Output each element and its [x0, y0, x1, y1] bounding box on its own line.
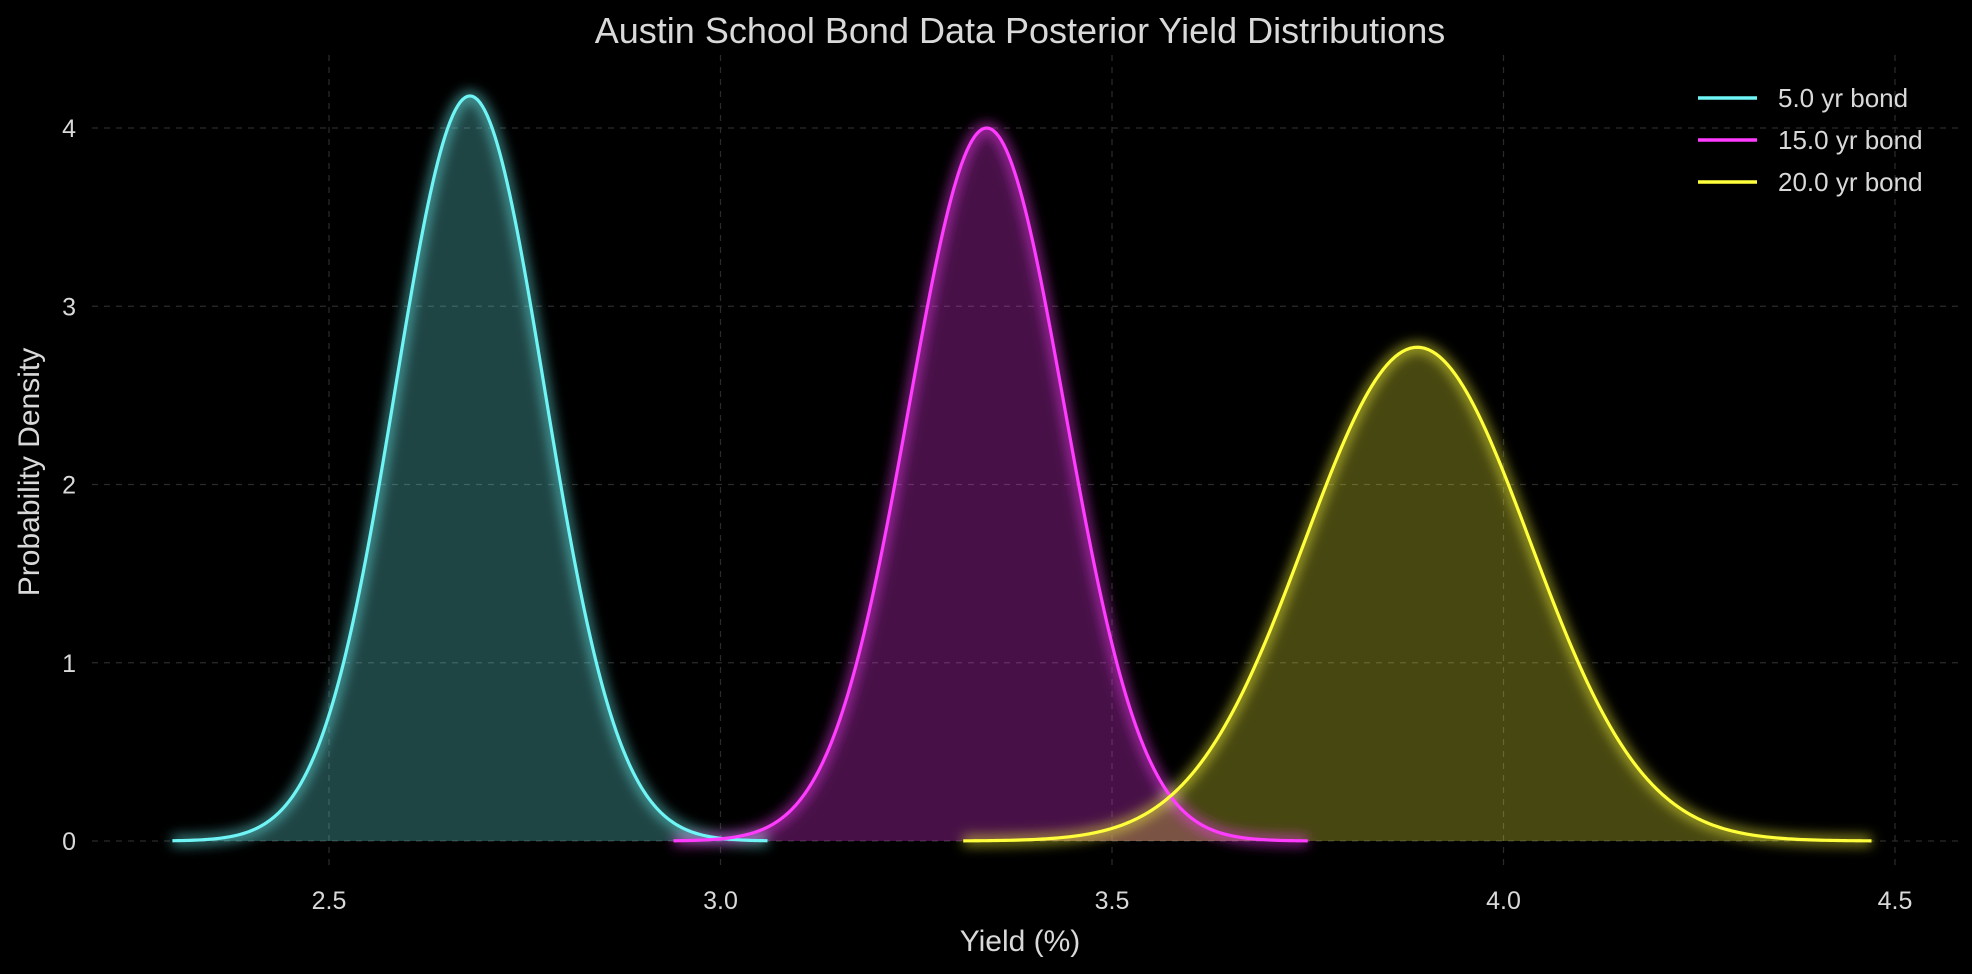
series-fill-5-0-yr-bond	[172, 95, 768, 842]
x-tick-label: 2.5	[312, 887, 347, 915]
legend: 5.0 yr bond 15.0 yr bond 20.0 yr bond	[1698, 83, 1923, 197]
x-tick-label: 3.0	[703, 887, 738, 915]
y-tick-label: 0	[62, 828, 76, 856]
legend-label: 20.0 yr bond	[1778, 167, 1923, 197]
series-fills	[172, 95, 1872, 842]
y-tick-label: 1	[62, 650, 76, 678]
x-tick-label: 4.0	[1486, 887, 1521, 915]
series-fill-15-0-yr-bond	[673, 128, 1308, 842]
series-lines	[172, 94, 1872, 843]
x-axis-ticks: 2.5 3.0 3.5 4.0 4.5	[312, 887, 1913, 915]
x-axis-title: Yield (%)	[960, 925, 1081, 958]
y-tick-label: 4	[62, 115, 76, 143]
y-axis-ticks: 0 1 2 3 4	[62, 115, 76, 856]
legend-label: 15.0 yr bond	[1778, 125, 1923, 155]
series-line-5-0-yr-bond	[172, 94, 768, 843]
chart-title: Austin School Bond Data Posterior Yield …	[595, 10, 1445, 51]
y-tick-label: 2	[62, 472, 76, 500]
legend-label: 5.0 yr bond	[1778, 83, 1908, 113]
y-tick-label: 3	[62, 293, 76, 321]
y-axis-title: Probability Density	[13, 348, 46, 596]
x-tick-label: 4.5	[1878, 887, 1913, 915]
series-line-15-0-yr-bond	[673, 126, 1308, 843]
grid	[92, 55, 1958, 868]
series-fill-20-0-yr-bond	[963, 347, 1872, 841]
series-line-20-0-yr-bond	[963, 345, 1872, 843]
x-tick-label: 3.5	[1095, 887, 1130, 915]
